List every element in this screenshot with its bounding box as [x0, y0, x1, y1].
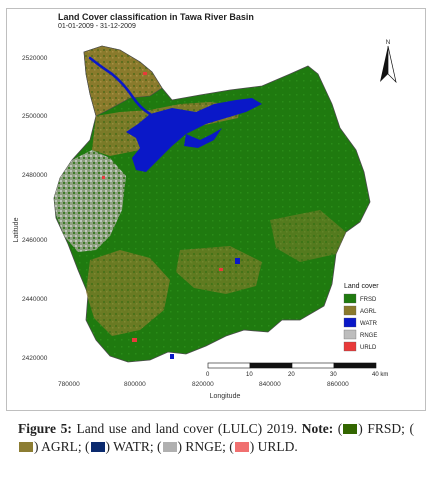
reservoir-water: [126, 98, 262, 172]
x-tick-label: 840000: [259, 381, 281, 388]
north-arrow: N: [380, 39, 397, 84]
caption-item: FRSD;: [367, 421, 405, 436]
figure-caption: Figure 5: Land use and land cover (LULC)…: [18, 421, 415, 454]
urban-patch: [143, 72, 147, 75]
swatch-agrl: [19, 442, 33, 452]
water-body: [170, 354, 174, 359]
figure-label: Figure 5:: [18, 421, 72, 436]
y-tick-label: 2460000: [22, 237, 48, 244]
legend-label: FRSD: [360, 297, 377, 303]
urban-patch: [102, 176, 105, 179]
legend-item-rnge: RNGE: [343, 329, 377, 340]
x-axis: 780000 800000 820000 840000 860000 Longi…: [58, 381, 349, 400]
legend-title: Land cover: [344, 283, 379, 290]
scale-bar: 0 10 20 30 40 km: [206, 362, 388, 378]
map-canvas: 2520000 2500000 2480000 2460000 2440000 …: [13, 39, 397, 400]
legend-item-agrl: AGRL: [343, 305, 377, 316]
legend-item-watr: WATR: [343, 317, 378, 328]
swatch-urld: [234, 442, 249, 452]
caption-text: Land use and land cover (LULC) 2019.: [76, 421, 298, 436]
y-axis-title: Latitude: [13, 217, 20, 242]
x-axis-title: Longitude: [210, 393, 241, 400]
legend-label: WATR: [360, 321, 378, 327]
scale-label: 40 km: [372, 372, 388, 378]
legend-label: AGRL: [360, 309, 377, 315]
swatch-rnge: [162, 442, 177, 452]
map-subtitle: 01-01-2009 - 31-12-2009: [58, 23, 136, 30]
x-tick-label: 800000: [124, 381, 146, 388]
x-tick-label: 860000: [327, 381, 349, 388]
swatch-frsd: [343, 424, 358, 434]
legend-label: RNGE: [360, 333, 377, 339]
y-axis: 2520000 2500000 2480000 2460000 2440000 …: [13, 55, 48, 362]
agriculture-region-north: [83, 45, 163, 117]
x-tick-label: 820000: [192, 381, 214, 388]
north-label: N: [386, 39, 391, 46]
x-tick-label: 780000: [58, 381, 80, 388]
map-title: Land Cover classification in Tawa River …: [58, 12, 254, 22]
legend-item-frsd: FRSD: [343, 293, 377, 304]
legend-item-urld: URLD: [343, 341, 377, 352]
river-channel: [88, 56, 152, 116]
swatch-watr: [90, 442, 105, 452]
y-tick-label: 2520000: [22, 55, 48, 62]
caption-item: WATR;: [113, 439, 154, 454]
legend: Land cover FRSD AGRL WATR RNGE URLD: [343, 283, 379, 352]
urban-patch: [132, 338, 137, 342]
note-label: Note:: [301, 421, 334, 436]
urban-patch: [219, 268, 223, 271]
scale-label: 30: [330, 372, 337, 378]
reservoir-arm: [184, 128, 222, 148]
rangeland-region-west: [54, 150, 126, 252]
caption-item: AGRL;: [41, 439, 82, 454]
scale-label: 20: [288, 372, 295, 378]
caption-item: RNGE;: [185, 439, 226, 454]
scale-label: 0: [206, 372, 210, 378]
y-tick-label: 2480000: [22, 172, 48, 179]
scale-label: 10: [246, 372, 253, 378]
legend-label: URLD: [360, 345, 377, 351]
caption-item: URLD.: [257, 439, 298, 454]
agriculture-region-east: [270, 210, 346, 262]
water-body: [235, 258, 240, 264]
y-tick-label: 2440000: [22, 296, 48, 303]
agriculture-region-southwest: [86, 250, 170, 336]
y-tick-label: 2420000: [22, 355, 48, 362]
y-tick-label: 2500000: [22, 113, 48, 120]
